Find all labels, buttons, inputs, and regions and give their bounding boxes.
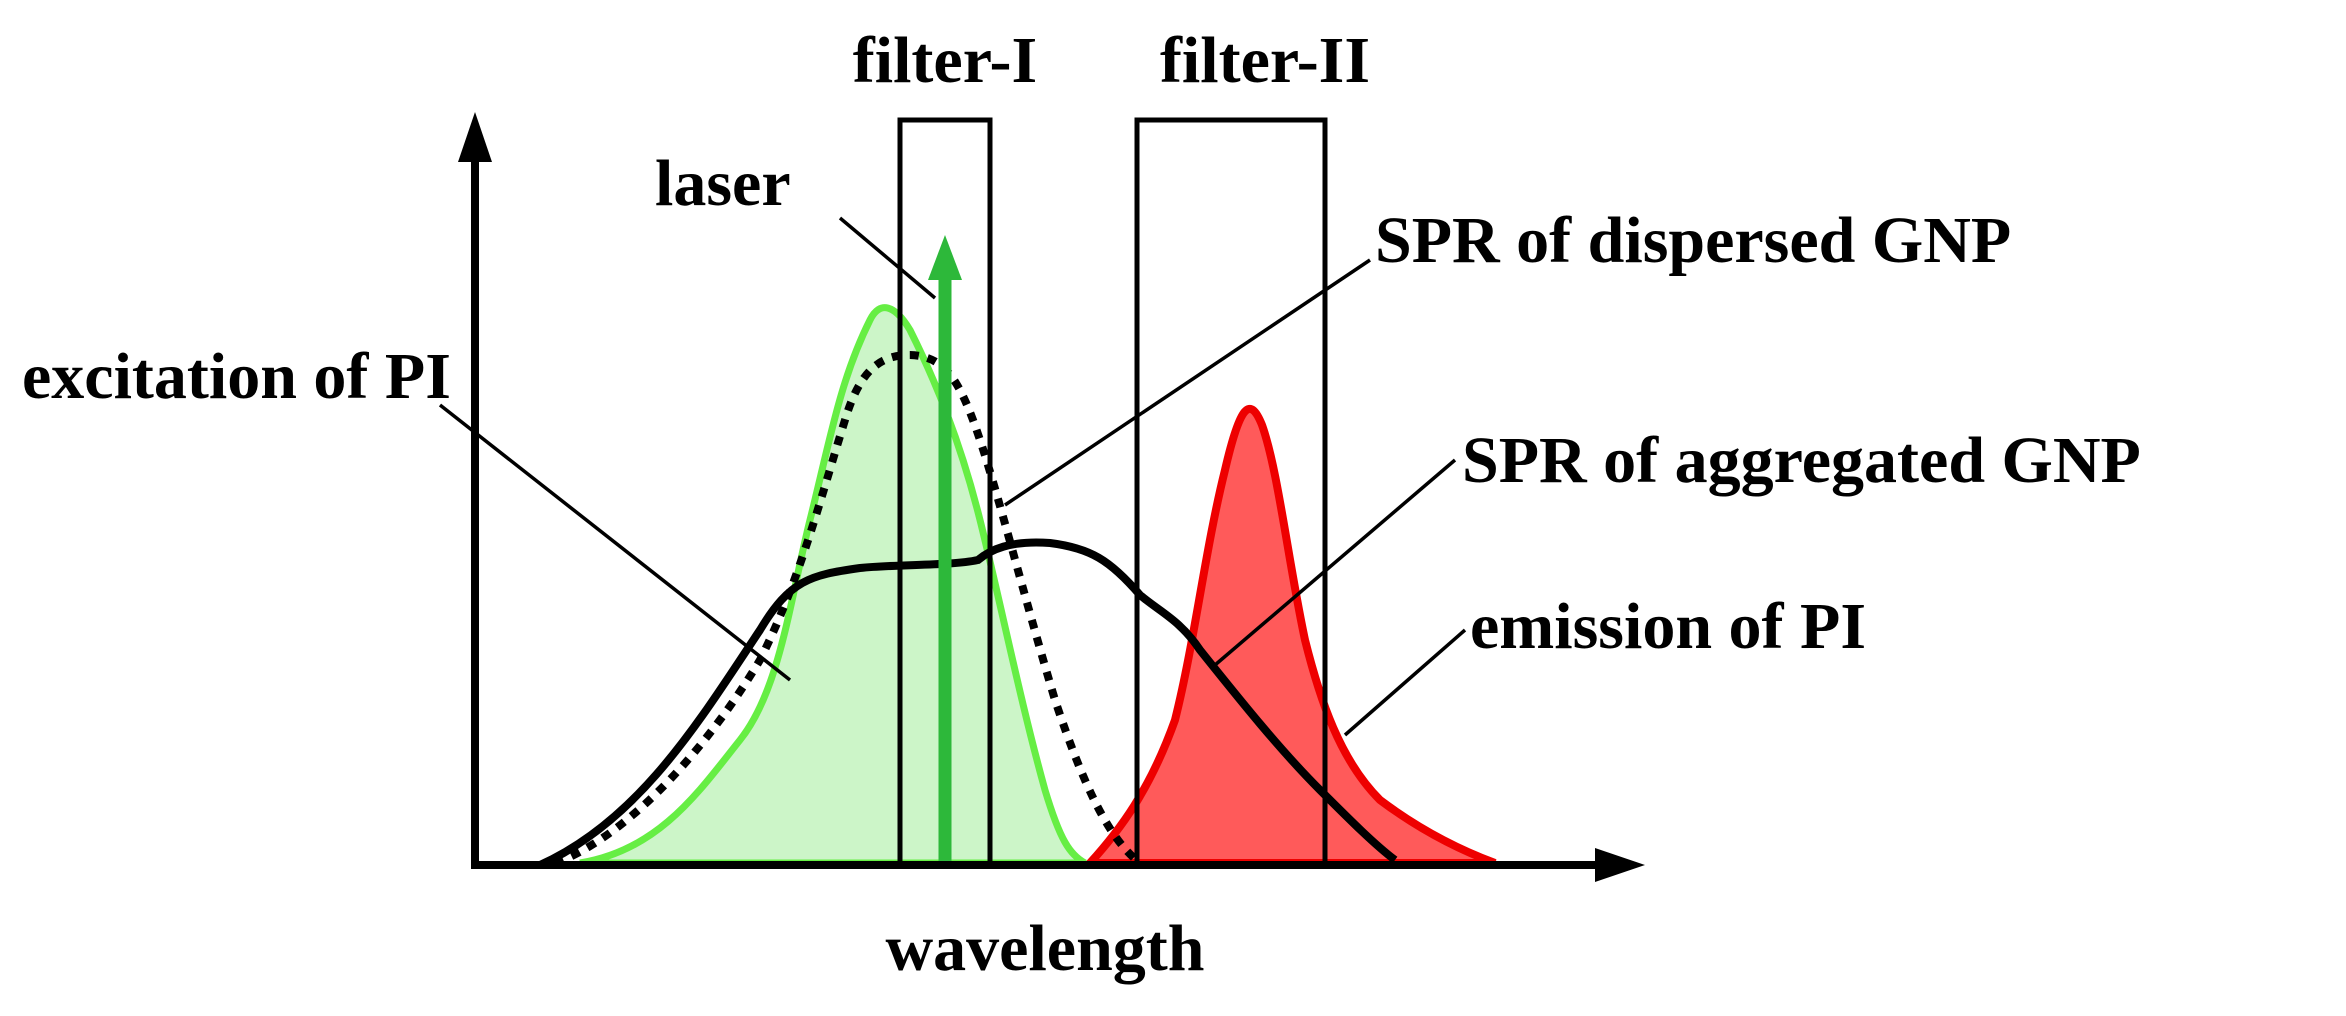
emission-of-pi-label: emission of PI <box>1470 590 1866 663</box>
filter-ii-label: filter-II <box>1160 24 1370 97</box>
y-axis-arrow-icon <box>458 112 492 162</box>
excitation-of-pi-label: excitation of PI <box>22 340 451 413</box>
emission-callout-line <box>1343 628 1467 737</box>
emission-of-pi-curve <box>1080 404 1497 867</box>
x-axis-arrow-icon <box>1595 848 1645 882</box>
excitation-callout-line <box>438 403 792 682</box>
excitation-of-pi-curve <box>579 304 1087 867</box>
spr-dispersed-gnp-curve <box>553 350 1143 867</box>
spr-aggregated-label: SPR of aggregated GNP <box>1462 424 2141 497</box>
laser-callout-line <box>838 216 937 300</box>
laser-arrow-icon <box>928 235 962 280</box>
spr-dispersed-label: SPR of dispersed GNP <box>1375 204 2011 277</box>
spr-dispersed-callout-line <box>1004 258 1371 507</box>
laser-label: laser <box>655 147 791 220</box>
filter-i-label: filter-I <box>853 24 1037 97</box>
spr-aggregated-callout-line <box>1213 458 1457 667</box>
x-axis-label: wavelength <box>886 912 1205 985</box>
